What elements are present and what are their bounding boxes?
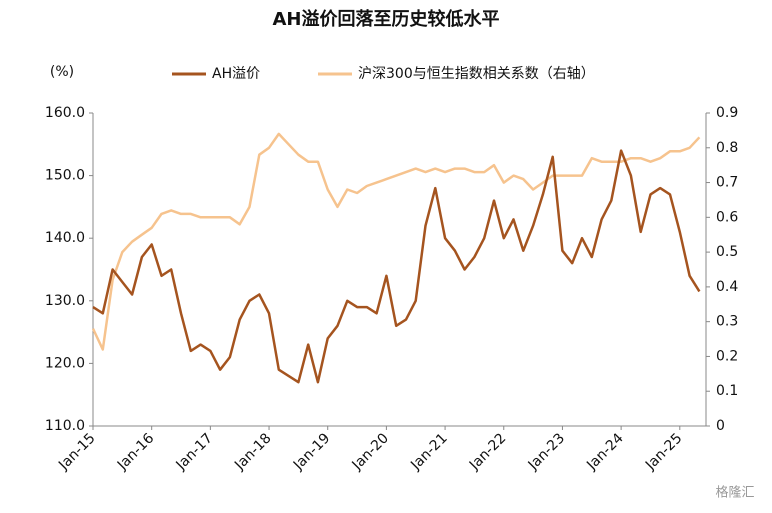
- x-tick-label: Jan-21: [407, 430, 450, 473]
- y2-tick-label: 0.2: [716, 348, 738, 364]
- y-tick-label: 120.0: [45, 355, 85, 371]
- y-tick-label: 160.0: [45, 105, 85, 121]
- y2-tick-label: 0.1: [716, 383, 738, 399]
- watermark: 格隆汇: [715, 485, 754, 501]
- y2-tick-label: 0: [716, 418, 725, 434]
- y-tick-label: 130.0: [45, 293, 85, 309]
- x-tick-label: Jan-19: [290, 430, 333, 473]
- x-tick-label: Jan-22: [466, 430, 509, 473]
- y-axis-label: (%): [50, 64, 74, 80]
- y-tick-label: 140.0: [45, 230, 85, 246]
- x-tick-label: Jan-25: [642, 430, 685, 473]
- y2-tick-label: 0.9: [716, 105, 738, 121]
- y2-tick-label: 0.5: [716, 244, 738, 260]
- series-line: [91, 132, 701, 351]
- y2-tick-label: 0.8: [716, 140, 738, 156]
- x-tick-label: Jan-15: [55, 430, 98, 473]
- legend-label: AH溢价: [212, 66, 260, 82]
- x-tick-label: Jan-20: [349, 430, 392, 473]
- legend-label: 沪深300与恒生指数相关系数（右轴）: [358, 66, 595, 82]
- x-tick-label: Jan-17: [173, 430, 216, 473]
- series-line: [92, 149, 701, 384]
- x-tick-label: Jan-18: [231, 430, 274, 473]
- x-tick-label: Jan-16: [114, 430, 158, 474]
- x-tick-label: Jan-23: [525, 430, 568, 473]
- y2-tick-label: 0.3: [716, 314, 738, 330]
- y-tick-label: 150.0: [45, 168, 85, 184]
- y2-tick-label: 0.4: [716, 279, 738, 295]
- y2-tick-label: 0.6: [716, 209, 738, 225]
- chart-title: AH溢价回落至历史较低水平: [273, 8, 500, 30]
- y2-tick-label: 0.7: [716, 175, 738, 191]
- y-tick-label: 110.0: [45, 418, 85, 434]
- x-tick-label: Jan-24: [583, 430, 627, 474]
